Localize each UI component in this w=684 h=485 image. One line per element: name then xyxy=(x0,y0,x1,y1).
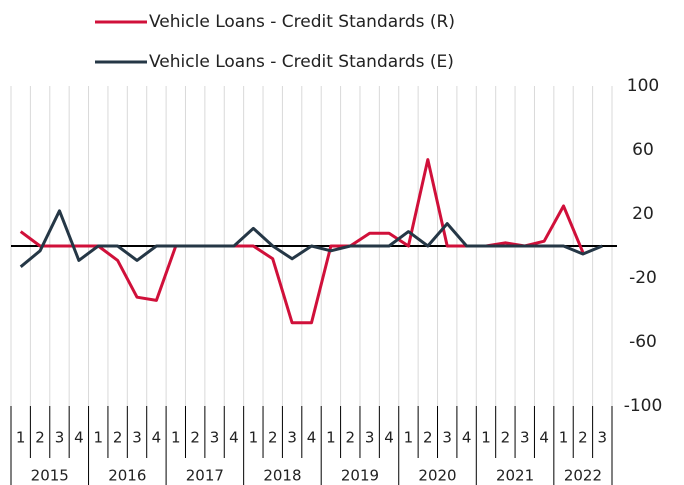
x-tick-label: 3 xyxy=(287,429,297,447)
legend-text: Vehicle Loans - Credit Standards (R) xyxy=(149,12,455,32)
x-tick-label: 2 xyxy=(35,429,45,447)
series-line xyxy=(19,209,603,268)
x-tick-label: 1 xyxy=(249,429,259,447)
x-tick-label: 2 xyxy=(190,429,200,447)
x-group-label: 2015 xyxy=(31,467,69,485)
x-tick-label: 4 xyxy=(229,429,239,447)
y-tick-label: 20 xyxy=(632,204,654,224)
x-tick-label: 1 xyxy=(404,429,414,447)
x-group-label: 2020 xyxy=(418,467,456,485)
x-tick-label: 1 xyxy=(481,429,491,447)
x-tick-label: 1 xyxy=(16,429,26,447)
x-tick-label: 3 xyxy=(365,429,375,447)
x-tick-label: 4 xyxy=(307,429,317,447)
x-tick-label: 1 xyxy=(171,429,181,447)
x-tick-label: 3 xyxy=(132,429,142,447)
x-tick-label: 2 xyxy=(113,429,123,447)
x-group-label: 2018 xyxy=(263,467,301,485)
x-group-label: 2017 xyxy=(186,467,224,485)
x-tick-label: 4 xyxy=(384,429,394,447)
x-group-label: 2021 xyxy=(496,467,534,485)
x-group-label: 2022 xyxy=(564,467,602,485)
x-group-label: 2019 xyxy=(341,467,379,485)
x-tick-label: 3 xyxy=(520,429,530,447)
y-tick-label: 60 xyxy=(632,140,654,160)
y-tick-label: -60 xyxy=(629,332,657,352)
x-tick-label: 2 xyxy=(501,429,511,447)
x-tick-label: 2 xyxy=(346,429,356,447)
x-tick-label: 2 xyxy=(423,429,433,447)
x-tick-label: 4 xyxy=(74,429,84,447)
y-tick-label: 100 xyxy=(627,76,659,96)
y-tick-label: -100 xyxy=(624,396,663,416)
x-tick-label: 3 xyxy=(210,429,220,447)
legend-text: Vehicle Loans - Credit Standards (E) xyxy=(149,52,454,72)
x-tick-label: 2 xyxy=(268,429,278,447)
x-tick-label: 3 xyxy=(598,429,608,447)
x-tick-label: 1 xyxy=(326,429,336,447)
x-tick-label: 1 xyxy=(93,429,103,447)
x-tick-label: 3 xyxy=(55,429,65,447)
x-tick-label: 2 xyxy=(578,429,588,447)
x-tick-label: 3 xyxy=(442,429,452,447)
x-tick-label: 4 xyxy=(462,429,472,447)
x-tick-label: 4 xyxy=(152,429,162,447)
x-tick-label: 1 xyxy=(559,429,569,447)
x-tick-label: 4 xyxy=(539,429,549,447)
y-tick-label: -20 xyxy=(629,268,657,288)
x-group-label: 2016 xyxy=(108,467,146,485)
